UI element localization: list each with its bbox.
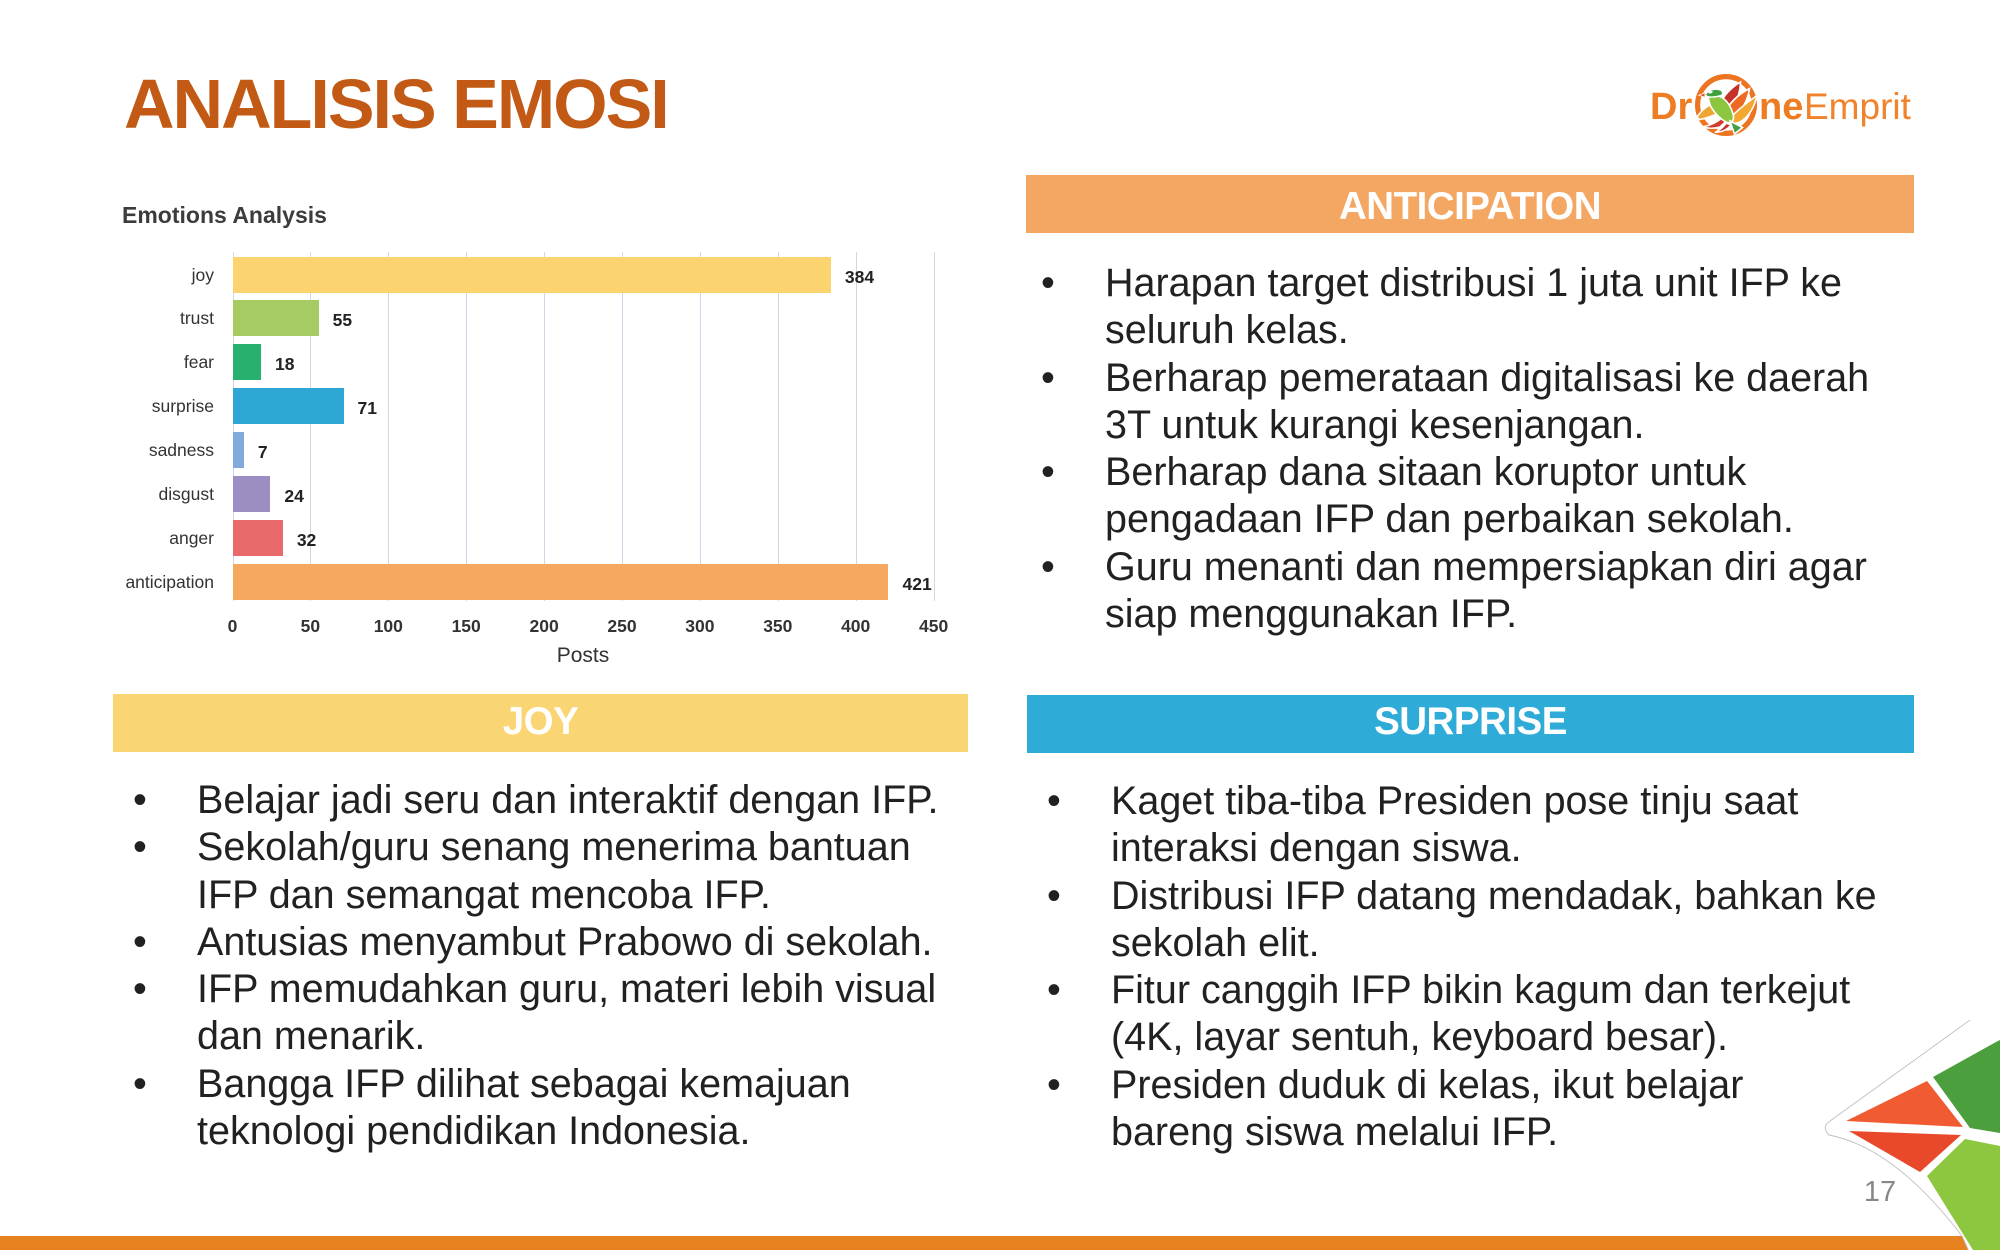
svg-text:ne: ne (1759, 86, 1803, 128)
svg-text:Dr: Dr (1650, 86, 1692, 128)
svg-text:Emprit: Emprit (1804, 86, 1912, 127)
